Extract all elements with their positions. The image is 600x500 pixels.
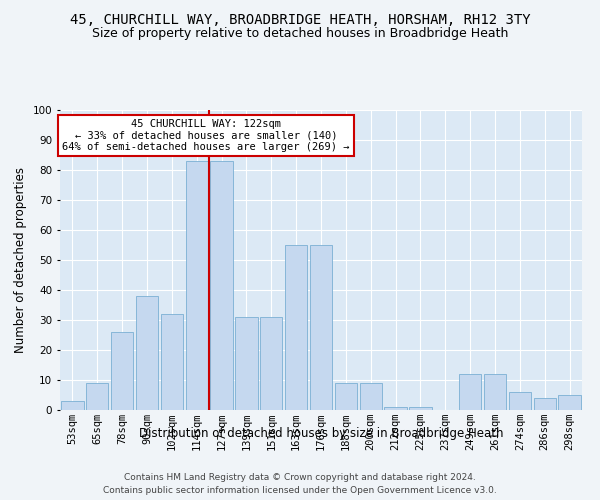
Text: 45 CHURCHILL WAY: 122sqm
← 33% of detached houses are smaller (140)
64% of semi-: 45 CHURCHILL WAY: 122sqm ← 33% of detach… <box>62 119 350 152</box>
Bar <box>111 332 133 410</box>
Bar <box>359 383 382 410</box>
Bar <box>211 161 233 410</box>
Bar <box>509 392 531 410</box>
Text: Distribution of detached houses by size in Broadbridge Heath: Distribution of detached houses by size … <box>139 428 503 440</box>
Bar <box>335 383 357 410</box>
Text: 45, CHURCHILL WAY, BROADBRIDGE HEATH, HORSHAM, RH12 3TY: 45, CHURCHILL WAY, BROADBRIDGE HEATH, HO… <box>70 12 530 26</box>
Bar <box>533 398 556 410</box>
Y-axis label: Number of detached properties: Number of detached properties <box>14 167 27 353</box>
Bar <box>136 296 158 410</box>
Bar <box>185 161 208 410</box>
Bar <box>260 317 283 410</box>
Bar <box>86 383 109 410</box>
Bar <box>559 395 581 410</box>
Text: Contains HM Land Registry data © Crown copyright and database right 2024.: Contains HM Land Registry data © Crown c… <box>124 472 476 482</box>
Bar <box>61 401 83 410</box>
Bar <box>385 407 407 410</box>
Text: Size of property relative to detached houses in Broadbridge Heath: Size of property relative to detached ho… <box>92 28 508 40</box>
Bar <box>484 374 506 410</box>
Text: Contains public sector information licensed under the Open Government Licence v3: Contains public sector information licen… <box>103 486 497 495</box>
Bar <box>161 314 183 410</box>
Bar <box>285 245 307 410</box>
Bar <box>310 245 332 410</box>
Bar <box>459 374 481 410</box>
Bar <box>235 317 257 410</box>
Bar <box>409 407 431 410</box>
